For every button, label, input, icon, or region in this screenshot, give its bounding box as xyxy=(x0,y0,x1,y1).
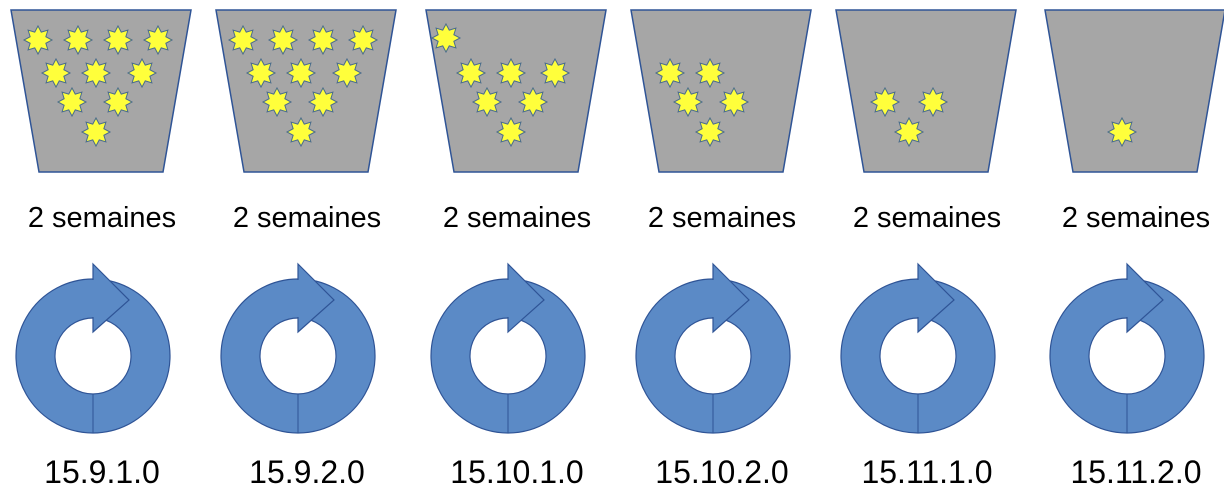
version-label: 15.10.1.0 xyxy=(450,454,584,490)
star-icon xyxy=(694,116,726,148)
star-icon xyxy=(517,86,549,118)
refresh-cycle-icon xyxy=(635,262,791,434)
star-icon xyxy=(1106,116,1138,148)
star-icon xyxy=(56,86,88,118)
version-label: 15.9.2.0 xyxy=(249,454,365,490)
iteration-column: 2 semaines 15.9.1.0 xyxy=(0,0,204,501)
star-icon xyxy=(126,57,158,89)
star-icon xyxy=(455,57,487,89)
cycle-ring xyxy=(15,278,171,434)
star-icon xyxy=(102,86,134,118)
duration-label: 2 semaines xyxy=(442,202,592,234)
bucket-shape xyxy=(10,9,192,173)
iteration-column: 2 semaines 15.11.2.0 xyxy=(1034,0,1224,501)
star-icon xyxy=(245,57,277,89)
refresh-cycle-icon xyxy=(15,262,171,434)
refresh-cycle-icon xyxy=(220,262,376,434)
refresh-cycle-icon xyxy=(1049,262,1205,434)
star-icon xyxy=(261,86,293,118)
refresh-cycle-icon xyxy=(840,262,996,434)
bucket-shape xyxy=(425,9,607,173)
star-icon xyxy=(917,86,949,118)
bucket-shape xyxy=(215,9,397,173)
version-label: 15.11.1.0 xyxy=(861,454,993,490)
star-icon xyxy=(495,116,527,148)
star-icon xyxy=(869,86,901,118)
version-label: 15.11.2.0 xyxy=(1070,454,1202,490)
duration-label: 2 semaines xyxy=(1061,202,1211,234)
cycle-stem xyxy=(297,280,300,317)
bucket-icon xyxy=(215,9,397,173)
iteration-column: 2 semaines 15.10.1.0 xyxy=(415,0,619,501)
star-icon xyxy=(267,24,299,56)
star-icon xyxy=(307,24,339,56)
star-icon xyxy=(62,24,94,56)
refresh-cycle-icon xyxy=(430,262,586,434)
star-icon xyxy=(718,86,750,118)
cycle-ring xyxy=(220,278,376,434)
star-icon xyxy=(347,24,379,56)
star-icon xyxy=(539,57,571,89)
cycle-stem xyxy=(917,280,920,317)
duration-label: 2 semaines xyxy=(27,202,177,234)
cycle-ring xyxy=(840,278,996,434)
cycle-stem xyxy=(92,280,95,317)
star-icon xyxy=(672,86,704,118)
cycle-stem xyxy=(1126,280,1129,317)
star-icon xyxy=(694,57,726,89)
version-label: 15.9.1.0 xyxy=(44,454,160,490)
star-icon xyxy=(495,57,527,89)
bucket-shape xyxy=(835,9,1017,173)
cycle-ring xyxy=(430,278,586,434)
star-icon xyxy=(102,24,134,56)
cycle-ring xyxy=(635,278,791,434)
star-icon xyxy=(331,57,363,89)
star-icon xyxy=(285,57,317,89)
star-icon xyxy=(654,57,686,89)
bucket-icon xyxy=(630,9,812,173)
duration-label: 2 semaines xyxy=(647,202,797,234)
star-icon xyxy=(142,24,174,56)
star-icon xyxy=(307,86,339,118)
bucket-icon xyxy=(425,9,607,173)
cycle-stem xyxy=(507,280,510,317)
cycle-stem xyxy=(712,280,715,317)
bucket-shape xyxy=(1044,9,1224,173)
star-icon xyxy=(227,24,259,56)
iteration-column: 2 semaines 15.11.1.0 xyxy=(825,0,1029,501)
star-icon xyxy=(22,24,54,56)
duration-label: 2 semaines xyxy=(852,202,1002,234)
cycle-ring xyxy=(1049,278,1205,434)
star-icon xyxy=(285,116,317,148)
star-icon xyxy=(80,116,112,148)
version-label: 15.10.2.0 xyxy=(655,454,789,490)
bucket-shape xyxy=(630,9,812,173)
star-icon xyxy=(471,86,503,118)
bucket-icon xyxy=(1044,9,1224,173)
bucket-icon xyxy=(835,9,1017,173)
duration-label: 2 semaines xyxy=(232,202,382,234)
star-icon xyxy=(893,116,925,148)
bucket-icon xyxy=(10,9,192,173)
iteration-column: 2 semaines 15.9.2.0 xyxy=(205,0,409,501)
star-icon xyxy=(80,57,112,89)
star-icon xyxy=(40,57,72,89)
star-icon xyxy=(430,22,462,54)
iteration-column: 2 semaines 15.10.2.0 xyxy=(620,0,824,501)
